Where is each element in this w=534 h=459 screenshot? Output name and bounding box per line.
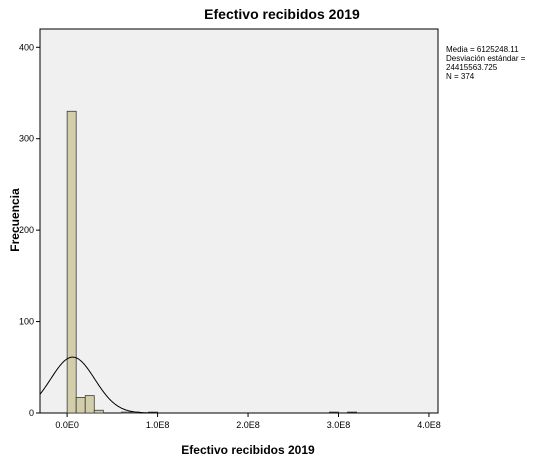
histogram-bar — [66, 110, 77, 414]
y-axis-title: Frecuencia — [8, 188, 22, 252]
stat-mean: Media = 6125248.11 — [446, 45, 519, 54]
histogram-bar — [84, 395, 95, 414]
y-tick-label: 100 — [19, 317, 34, 327]
stat-std-dev-label: Desviación estándar = — [446, 54, 526, 63]
y-axis: 0 100 200 300 400 — [19, 42, 40, 418]
stat-n: N = 374 — [446, 72, 475, 81]
y-tick-label: 400 — [19, 42, 34, 52]
y-tick-label: 0 — [29, 408, 34, 418]
x-axis-title: Efectivo recibidos 2019 — [181, 443, 315, 457]
stat-std-dev-value: 24415563.725 — [446, 63, 498, 72]
y-tick-label: 300 — [19, 134, 34, 144]
normal-curve — [39, 356, 438, 414]
x-tick-label: 3.0E8 — [327, 420, 351, 430]
x-axis: 0.0E0 1.0E8 2.0E8 3.0E8 4.0E8 — [55, 413, 441, 430]
histogram-bar — [75, 397, 86, 414]
x-tick-label: 0.0E0 — [55, 420, 79, 430]
x-tick-label: 2.0E8 — [236, 420, 260, 430]
histogram-bar — [93, 409, 104, 414]
x-tick-label: 4.0E8 — [417, 420, 441, 430]
plot-area — [39, 28, 439, 414]
y-tick-label: 200 — [19, 225, 34, 235]
statistics-legend: Media = 6125248.11 Desviación estándar =… — [446, 45, 526, 81]
x-tick-label: 1.0E8 — [146, 420, 170, 430]
chart-title: Efectivo recibidos 2019 — [204, 6, 360, 22]
histogram-bar — [121, 411, 131, 414]
